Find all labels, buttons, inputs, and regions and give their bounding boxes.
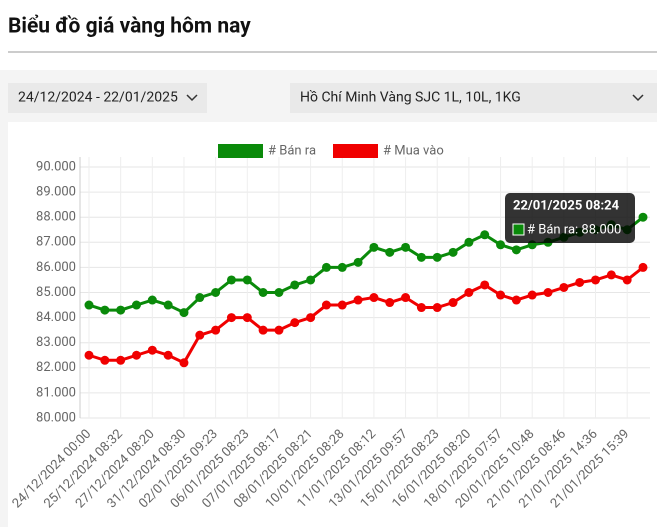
data-point <box>464 237 474 247</box>
data-point <box>448 247 458 257</box>
y-tick-label: 84.000 <box>36 310 76 325</box>
data-point <box>179 358 189 368</box>
data-point <box>274 325 284 335</box>
data-point <box>306 275 316 285</box>
y-tick-label: 83.000 <box>36 335 76 350</box>
data-point <box>147 345 157 355</box>
legend-label: # Mua vào <box>383 143 444 158</box>
data-point <box>416 252 426 262</box>
data-point <box>195 330 205 340</box>
data-point <box>131 350 141 360</box>
data-point <box>591 275 601 285</box>
tooltip-swatch <box>512 223 525 236</box>
data-point <box>131 300 141 310</box>
dropdown-box <box>8 83 207 113</box>
data-point <box>226 275 236 285</box>
page-title: Biểu đồ giá vàng hôm nay <box>8 15 251 39</box>
data-point <box>116 305 126 315</box>
legend-label: # Bán ra <box>268 143 316 158</box>
chart-card <box>8 122 657 527</box>
data-point <box>385 298 395 308</box>
header-bg <box>0 0 657 70</box>
data-point <box>84 350 94 360</box>
y-tick-label: 90.000 <box>36 159 76 174</box>
y-tick-label: 89.000 <box>36 185 76 200</box>
data-point <box>480 280 490 290</box>
data-point <box>575 277 585 287</box>
y-tick-label: 82.000 <box>36 360 76 375</box>
tooltip-title: 22/01/2025 08:24 <box>513 198 620 213</box>
data-point <box>496 290 506 300</box>
data-point <box>195 293 205 303</box>
data-point <box>638 262 648 272</box>
data-point <box>258 288 268 297</box>
data-point <box>258 325 268 335</box>
tooltip-box <box>505 193 635 243</box>
y-tick-label: 86.000 <box>36 260 76 275</box>
data-point <box>163 350 173 360</box>
data-point <box>100 355 110 365</box>
y-tick-label: 80.000 <box>36 410 76 425</box>
data-point <box>290 318 300 328</box>
dropdown-text: Hồ Chí Minh Vàng SJC 1L, 10L, 1KG <box>300 89 521 106</box>
data-point <box>369 242 379 252</box>
data-point <box>337 262 347 272</box>
data-point <box>401 242 411 252</box>
data-point <box>211 288 221 297</box>
data-point <box>559 282 569 292</box>
data-point <box>432 303 442 313</box>
data-point <box>638 212 648 222</box>
data-point <box>401 293 411 303</box>
data-point <box>464 288 474 297</box>
data-point <box>416 303 426 313</box>
data-point <box>306 313 316 323</box>
chevron <box>632 94 644 102</box>
data-point <box>496 240 506 250</box>
data-point <box>511 245 521 255</box>
data-point <box>527 290 537 300</box>
data-point <box>147 295 157 305</box>
data-point <box>622 275 632 285</box>
data-point <box>242 313 252 323</box>
y-tick-label: 87.000 <box>36 235 76 250</box>
y-tick-label: 88.000 <box>36 210 76 225</box>
data-point <box>480 230 490 240</box>
data-point <box>385 247 395 257</box>
data-point <box>448 298 458 308</box>
data-point <box>290 280 300 290</box>
data-point <box>179 308 189 318</box>
y-tick-label: 81.000 <box>36 385 76 400</box>
data-point <box>353 257 363 267</box>
data-point <box>226 313 236 323</box>
data-point <box>511 295 521 305</box>
legend-swatch <box>218 144 263 158</box>
data-point <box>274 288 284 297</box>
data-point <box>163 300 173 310</box>
data-point <box>543 288 553 297</box>
data-point <box>100 305 110 315</box>
data-point <box>321 262 331 272</box>
legend-swatch <box>333 144 378 158</box>
tooltip-label: # Bán ra: 88.000 <box>527 222 621 237</box>
data-point <box>242 275 252 285</box>
dropdown-box <box>290 83 657 113</box>
chevron <box>186 94 198 102</box>
data-point <box>432 252 442 262</box>
data-point <box>606 270 616 280</box>
product-dropdown[interactable]: Hồ Chí Minh Vàng SJC 1L, 10L, 1KG <box>290 83 657 113</box>
data-point <box>337 300 347 310</box>
data-point <box>116 355 126 365</box>
date-dropdown[interactable]: 24/12/2024 - 22/01/2025 <box>8 83 207 113</box>
dropdown-text: 24/12/2024 - 22/01/2025 <box>18 90 178 106</box>
data-point <box>211 325 221 335</box>
data-point <box>321 300 331 310</box>
data-point <box>369 293 379 303</box>
data-point <box>353 295 363 305</box>
y-tick-label: 85.000 <box>36 285 76 300</box>
data-point <box>84 300 94 310</box>
